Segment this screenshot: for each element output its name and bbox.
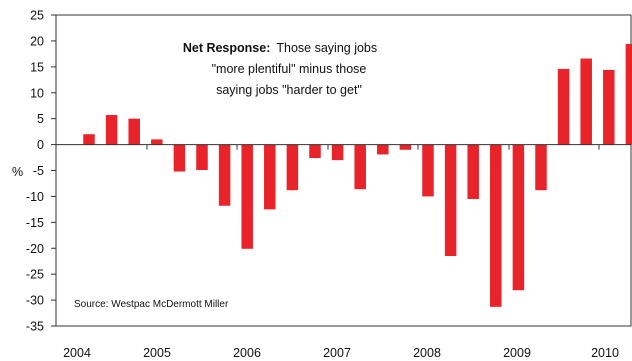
x-tick-label: 2005 — [143, 346, 171, 360]
bar — [625, 44, 632, 145]
annotation-line-1: Net Response: Those saying jobs — [183, 41, 377, 55]
annotation-line1-text: Those saying jobs — [276, 41, 377, 55]
y-tick-label: -15 — [26, 216, 44, 230]
bar — [490, 144, 502, 307]
y-tick-label: -35 — [26, 320, 44, 334]
bar — [331, 144, 344, 161]
y-tick-label: -10 — [26, 190, 44, 204]
y-tick-label: 25 — [30, 9, 44, 23]
bar — [422, 144, 434, 197]
bar — [377, 144, 389, 155]
y-tick-label: -5 — [33, 164, 44, 178]
bar — [128, 118, 140, 145]
bar — [444, 144, 457, 257]
source-note: Source: Westpac McDermott Miller — [74, 299, 229, 310]
y-tick-label: 15 — [30, 60, 44, 74]
y-tick-label: 5 — [37, 112, 44, 126]
annotation-line-3: saying jobs "harder to get" — [216, 83, 362, 97]
y-tick-label: -30 — [26, 294, 44, 308]
y-axis-label: % — [12, 165, 23, 179]
bar — [286, 144, 299, 191]
bar — [467, 144, 479, 200]
bar — [557, 68, 570, 145]
x-tick-label: 2009 — [503, 346, 531, 360]
x-tick-label: 2006 — [233, 346, 261, 360]
bar — [196, 144, 208, 170]
y-tick-label: -25 — [26, 268, 44, 282]
annotation-line-2: "more plentiful" minus those — [212, 62, 367, 76]
bar — [580, 58, 592, 145]
bar — [151, 139, 163, 145]
x-tick-label: 2008 — [413, 346, 441, 360]
bar — [399, 144, 412, 150]
y-tick-label: 20 — [30, 34, 44, 48]
x-tick-label: 2004 — [63, 346, 91, 360]
bar — [512, 144, 525, 291]
bar — [241, 144, 253, 249]
x-tick-label: 2007 — [323, 346, 351, 360]
bar — [535, 144, 547, 191]
bar — [264, 144, 276, 210]
bar — [603, 69, 615, 145]
annotation-bold: Net Response: — [183, 41, 271, 55]
bar — [354, 144, 366, 190]
bar — [218, 144, 231, 206]
x-tick-label: 2010 — [591, 346, 619, 360]
bar — [105, 115, 118, 145]
bar — [83, 134, 95, 145]
y-tick-label: -20 — [26, 242, 44, 256]
y-tick-label: 0 — [37, 138, 44, 152]
y-tick-label: 10 — [30, 86, 44, 100]
bar — [173, 144, 186, 172]
bar — [309, 144, 321, 159]
